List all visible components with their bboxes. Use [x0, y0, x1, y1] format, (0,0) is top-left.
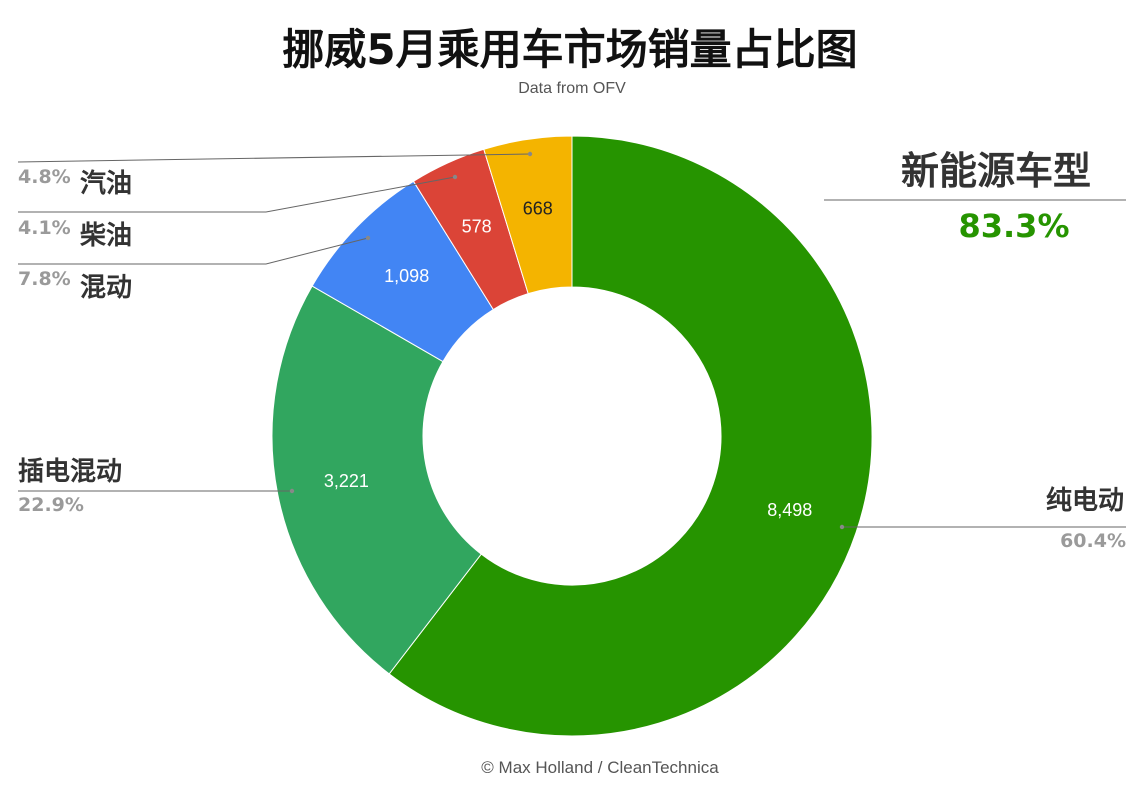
value-label-diesel: 578	[462, 217, 492, 237]
nev-annotation-value: 83.3%	[958, 207, 1069, 245]
leader-dot-bev	[839, 524, 845, 530]
leader-line-hybrid	[18, 237, 369, 265]
chart-subtitle: Data from OFV	[518, 80, 626, 97]
cat-label-phev: 插电混动	[18, 457, 122, 487]
pct-label-bev: 60.4%	[1060, 530, 1126, 552]
leader-dot-phev	[289, 488, 295, 494]
leader-line-gasoline	[17, 153, 531, 163]
slice-bev	[388, 135, 873, 737]
pct-label-hybrid: 7.8%	[18, 268, 71, 290]
leader-dot-hybrid	[365, 235, 371, 241]
cat-label-diesel: 柴油	[79, 221, 132, 251]
pct-label-phev: 22.9%	[18, 494, 84, 516]
value-label-hybrid: 1,098	[384, 266, 429, 286]
leader-line-diesel	[18, 176, 456, 213]
slice-gasoline	[483, 135, 573, 295]
value-label-bev: 8,498	[767, 500, 812, 520]
nev-annotation-label: 新能源车型	[901, 149, 1091, 193]
leader-dot-gasoline	[527, 151, 533, 157]
pct-label-gasoline: 4.8%	[18, 166, 71, 188]
cat-label-gasoline: 汽油	[80, 169, 132, 199]
value-labels-group: 8,498 3,221 1,098 578 668	[324, 199, 812, 520]
leader-lines	[17, 153, 1126, 528]
value-label-gasoline: 668	[523, 199, 553, 219]
leader-dot-diesel	[452, 174, 458, 180]
value-label-phev: 3,221	[324, 471, 369, 491]
leader-dots	[289, 151, 845, 530]
cat-label-hybrid: 混动	[80, 273, 132, 303]
pct-label-diesel: 4.1%	[18, 217, 71, 239]
chart-title: 挪威5月乘用车市场销量占比图	[282, 25, 857, 74]
chart-footer: © Max Holland / CleanTechnica	[481, 758, 719, 777]
slices-group	[271, 135, 873, 737]
slice-phev	[271, 285, 482, 675]
cat-label-bev: 纯电动	[1046, 485, 1124, 516]
